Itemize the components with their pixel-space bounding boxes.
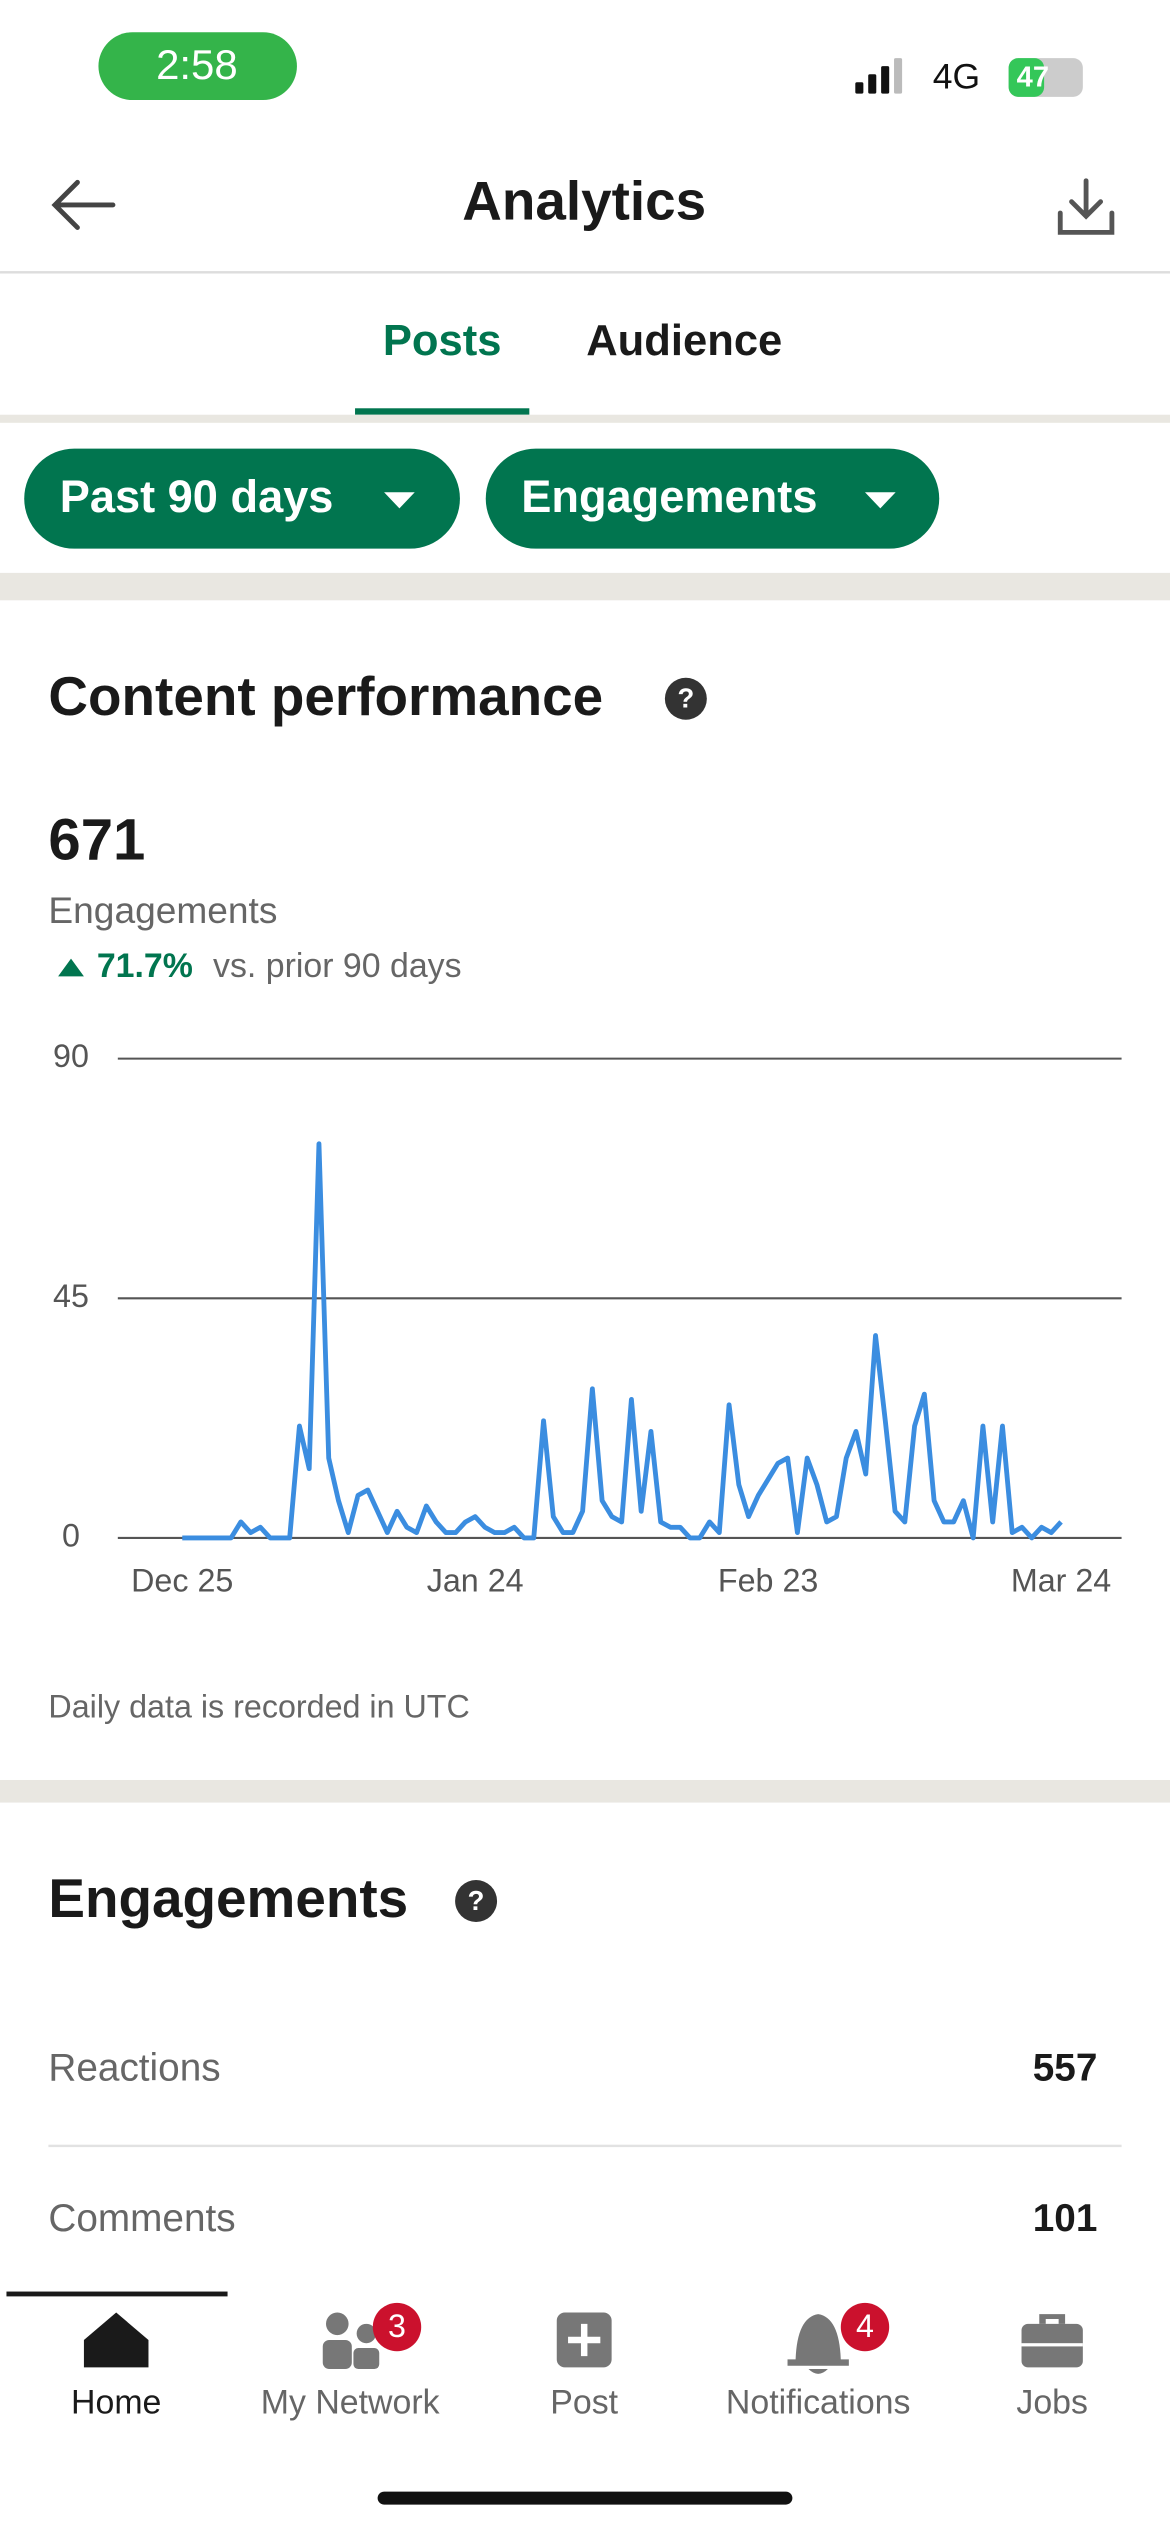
home-indicator: [377, 2491, 793, 2505]
y-tick-label: 45: [53, 1278, 89, 1314]
row-label: Reactions: [48, 2047, 220, 2090]
metric: Engagements: [48, 889, 277, 931]
dropdown-arrow: [384, 492, 415, 509]
battery-level: [1008, 58, 1045, 97]
nav-label: Post: [550, 2383, 618, 2421]
data-line: [182, 1141, 1063, 1541]
total: 671: [48, 807, 145, 872]
help-glyph: ?: [468, 1885, 485, 1916]
x-tick-label: Dec 25: [131, 1563, 233, 1599]
nav-label: My Network: [261, 2383, 440, 2421]
filter-label: Past 90 days: [60, 471, 334, 522]
section-title: Content performance: [48, 665, 603, 727]
row-value: 101: [1033, 2197, 1098, 2240]
signal: [855, 58, 903, 94]
nav-indicator: [6, 2291, 228, 2297]
time: 2:58: [156, 41, 238, 88]
filter-pill[interactable]: [24, 448, 460, 549]
tab-indicator: [355, 408, 530, 415]
x-tick-label: Jan 24: [427, 1563, 524, 1599]
separator: [0, 1779, 1170, 1803]
change: 71.7%: [97, 947, 193, 985]
line-chart: 0 45 90 Dec 25 Jan 24 Feb 23 Mar 24: [53, 1038, 1122, 1599]
filter-pill[interactable]: [485, 448, 940, 549]
battery-text: 47: [1017, 62, 1049, 94]
x-tick-label: Mar 24: [1011, 1563, 1111, 1599]
up-arrow: [58, 958, 84, 977]
badge-count: 3: [388, 2308, 406, 2344]
plus: [568, 2323, 601, 2357]
nav-labels: Home My Network Post Notifications Jobs: [71, 2383, 1088, 2421]
time-pill: [98, 32, 297, 101]
change-note: vs. prior 90 days: [213, 947, 462, 985]
download-button[interactable]: [1057, 178, 1115, 235]
help-glyph: ?: [677, 683, 694, 714]
nav-label: Home: [71, 2383, 161, 2421]
page-title: Analytics: [462, 169, 706, 231]
badge: [372, 2302, 422, 2352]
row-value: 557: [1033, 2047, 1098, 2090]
bell-icon[interactable]: [787, 2314, 849, 2374]
divider: [48, 2144, 1122, 2148]
dropdown-arrow: [864, 492, 896, 509]
badge: [840, 2302, 890, 2352]
network-icon[interactable]: [322, 2312, 380, 2370]
jobs-icon-line: [1021, 2343, 1083, 2347]
x-tick-label: Feb 23: [718, 1563, 818, 1599]
filter-label: Engagements: [521, 471, 817, 522]
nav-label: Jobs: [1016, 2383, 1088, 2421]
divider: [0, 271, 1170, 274]
home-icon[interactable]: [83, 2312, 149, 2368]
nav-label: Notifications: [726, 2383, 911, 2421]
help-icon[interactable]: [455, 1880, 498, 1922]
footnote: Daily data is recorded in UTC: [48, 1689, 469, 1725]
y-tick-label: 0: [62, 1517, 80, 1553]
tab[interactable]: Audience: [586, 317, 782, 365]
network: 4G: [933, 56, 980, 96]
badge-count: 4: [856, 2308, 874, 2344]
tab-active[interactable]: Posts: [383, 317, 502, 365]
y-tick-label: 90: [53, 1038, 89, 1074]
separator: [0, 414, 1170, 423]
back-button[interactable]: [51, 179, 116, 230]
separator: [0, 572, 1170, 601]
row-label: Comments: [48, 2197, 235, 2240]
help-icon[interactable]: [664, 677, 707, 720]
section-title: Engagements: [48, 1867, 408, 1929]
